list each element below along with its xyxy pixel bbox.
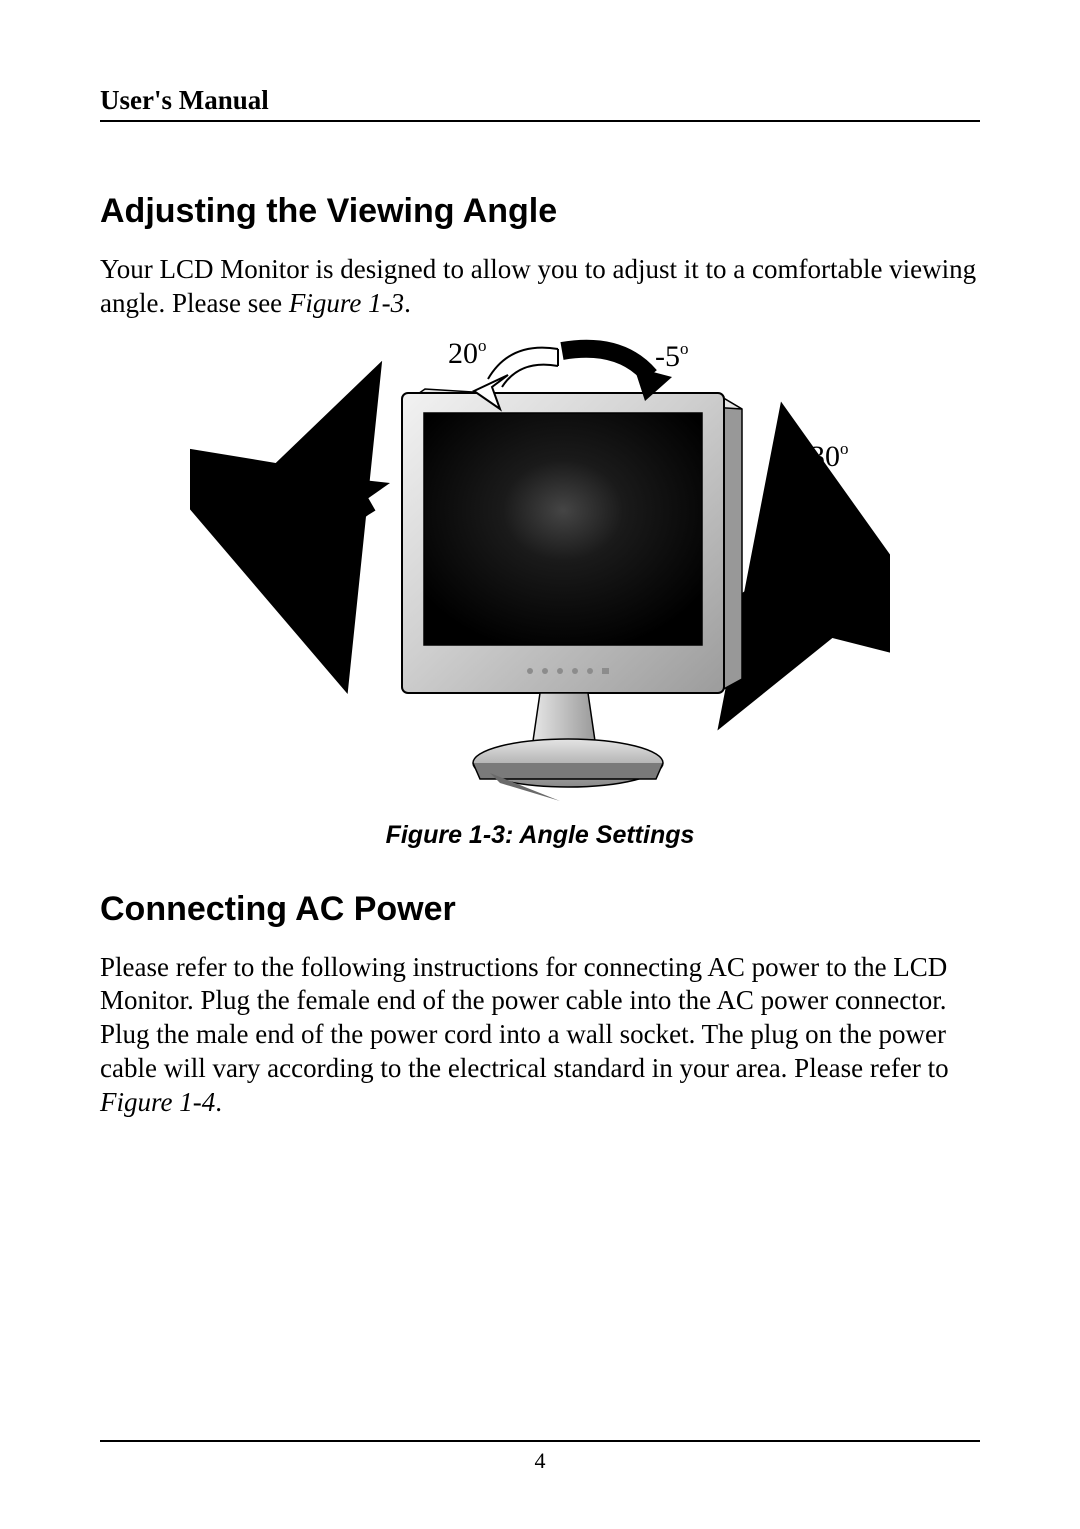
monitor-diagram: 20o -5o -30o 30o bbox=[190, 331, 890, 806]
figure-ref-1-3: Figure 1-3 bbox=[289, 288, 404, 318]
label-tilt-forward: -5o bbox=[655, 339, 689, 373]
figure-1-3: 20o -5o -30o 30o Figure 1-3: Angle Setti… bbox=[100, 331, 980, 850]
body-connecting-suffix: . bbox=[215, 1087, 222, 1117]
label-swivel-right: 30o bbox=[810, 439, 849, 473]
header-rule bbox=[100, 120, 980, 122]
heading-adjusting: Adjusting the Viewing Angle bbox=[100, 192, 980, 231]
footer-rule bbox=[100, 1440, 980, 1442]
body-connecting: Please refer to the following instructio… bbox=[100, 951, 980, 1120]
label-swivel-left: -30o bbox=[295, 474, 344, 508]
figure-ref-1-4: Figure 1-4 bbox=[100, 1087, 215, 1117]
body-adjusting-prefix: Your LCD Monitor is designed to allow yo… bbox=[100, 254, 976, 318]
body-adjusting-suffix: . bbox=[404, 288, 411, 318]
figure-caption: Figure 1-3: Angle Settings bbox=[100, 821, 980, 850]
body-adjusting: Your LCD Monitor is designed to allow yo… bbox=[100, 253, 980, 321]
heading-connecting: Connecting AC Power bbox=[100, 890, 980, 929]
header-title: User's Manual bbox=[100, 85, 980, 116]
page-container: User's Manual Adjusting the Viewing Angl… bbox=[0, 0, 1080, 1529]
label-tilt-back: 20o bbox=[448, 336, 487, 370]
body-connecting-prefix: Please refer to the following instructio… bbox=[100, 952, 949, 1083]
footer: 4 bbox=[100, 1440, 980, 1474]
page-number: 4 bbox=[100, 1448, 980, 1474]
